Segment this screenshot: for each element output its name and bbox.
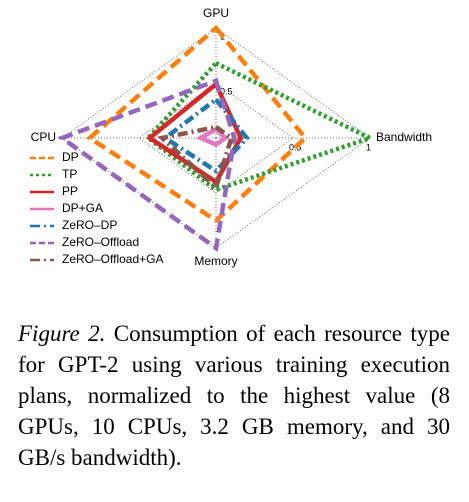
axis-label: CPU — [31, 130, 56, 144]
series-polygon — [57, 77, 237, 252]
axis-label: Memory — [194, 254, 237, 268]
series-polygon — [161, 96, 250, 174]
series-polygon — [85, 24, 309, 224]
axis-label: Bandwidth — [376, 130, 432, 144]
series-polygon — [157, 124, 235, 192]
legend-label: ZeRO–Offload+GA — [62, 252, 164, 266]
caption-text: Consumption of each resource type for GP… — [18, 321, 450, 470]
legend-label: ZeRO–Offload — [62, 235, 139, 249]
legend-label: ZeRO–DP — [62, 218, 117, 232]
caption: Figure 2. Consumption of each resource t… — [18, 318, 450, 473]
chart: 0.50.511GPUBandwidthMemoryCPUDPTPPPDP+GA… — [30, 6, 432, 268]
r-tick-label: 0.5 — [220, 86, 233, 96]
series-polygon — [195, 126, 229, 148]
series-polygon — [144, 60, 376, 193]
axis-label: GPU — [203, 6, 229, 20]
caption-label: Figure 2. — [18, 321, 106, 346]
r-tick-label: 1 — [366, 142, 371, 152]
legend-label: DP — [62, 150, 79, 164]
legend-label: PP — [62, 184, 78, 198]
legend-label: TP — [62, 167, 77, 181]
legend-label: DP+GA — [62, 201, 103, 215]
